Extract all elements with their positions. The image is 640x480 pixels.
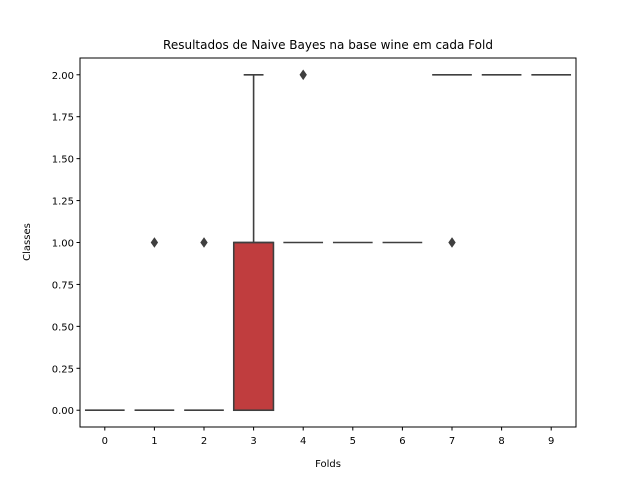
box-fold-7 <box>432 73 472 248</box>
x-tick-label: 5 <box>350 436 356 447</box>
x-tick-label: 2 <box>201 436 207 447</box>
y-tick-label: 1.75 <box>52 113 74 124</box>
x-tick-label: 6 <box>399 436 405 447</box>
y-tick-label: 0.00 <box>52 406 74 417</box>
y-tick-label: 1.00 <box>52 239 74 250</box>
box-fold-1 <box>134 237 175 412</box>
outlier-point <box>299 69 307 81</box>
x-tick-label: 7 <box>449 436 455 447</box>
y-axis-label: Classes <box>22 223 33 261</box>
outlier-point <box>448 237 456 248</box>
box-body <box>232 241 275 412</box>
x-tick-label: 4 <box>300 436 306 447</box>
x-tick-label: 8 <box>498 436 504 447</box>
box-fold-4 <box>283 69 324 244</box>
axes-frame <box>79 57 577 428</box>
chart-title: Resultados de Naive Bayes na base wine e… <box>163 38 493 52</box>
x-tick-label: 1 <box>151 436 157 447</box>
box-fold-3 <box>232 73 275 412</box>
box-fold-2 <box>184 237 224 412</box>
x-tick-label: 0 <box>102 436 108 447</box>
outlier-point <box>150 237 159 248</box>
x-tick-label: 9 <box>548 436 554 447</box>
y-tick-label: 0.25 <box>52 364 74 375</box>
y-tick-label: 1.50 <box>52 155 74 166</box>
x-axis-ticks: 0 1 2 3 4 5 6 7 8 9 <box>102 427 554 447</box>
y-axis-ticks: 0.00 0.25 0.50 0.75 1.00 1.25 1.50 1.75 2.00 <box>52 71 80 417</box>
x-axis-label: Folds <box>315 459 341 470</box>
x-tick-label: 3 <box>250 436 256 447</box>
outlier-point <box>200 237 208 248</box>
y-tick-label: 2.00 <box>52 71 74 82</box>
y-tick-label: 0.75 <box>52 280 74 291</box>
plot-area <box>84 69 572 412</box>
y-tick-label: 0.50 <box>52 322 74 333</box>
y-tick-label: 1.25 <box>52 197 74 208</box>
